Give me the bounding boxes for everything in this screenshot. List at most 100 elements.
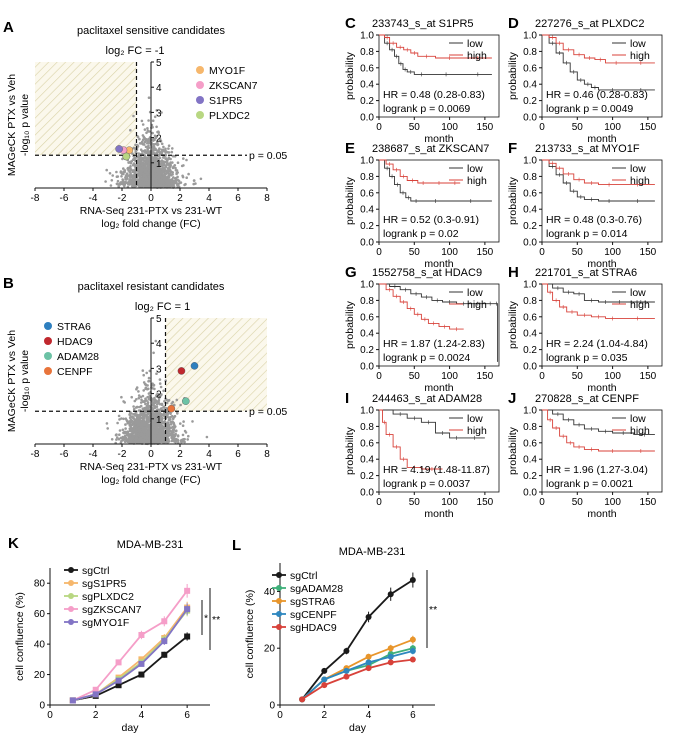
y-axis-label: MAGeCK PTX vs Veh [6, 74, 18, 176]
background-point [154, 179, 158, 182]
x-tick-label: -2 [118, 449, 127, 460]
background-point [169, 157, 172, 161]
background-point [131, 158, 135, 161]
background-point [142, 143, 146, 146]
background-point [132, 162, 136, 165]
background-point [145, 138, 148, 141]
threshold-label: log₂ FC = 1 [135, 301, 190, 313]
background-point [118, 183, 122, 186]
background-point [146, 413, 150, 416]
data-point [409, 577, 416, 584]
hr-text: HR = 0.48 (0.3-0.76) [546, 214, 642, 226]
background-point [135, 398, 138, 401]
background-point [137, 396, 141, 400]
background-point [158, 156, 162, 160]
data-point [92, 686, 99, 693]
panel-title: 244463_s_at ADAM28 [372, 393, 482, 405]
background-point [156, 140, 159, 144]
background-point [141, 414, 145, 417]
growth-line-sgMYO1F [72, 608, 188, 702]
significance-label: ** [429, 604, 437, 616]
growth-line-sgSTRA6 [301, 638, 414, 700]
background-point [179, 422, 182, 425]
logrank-text: logrank p = 0.0037 [383, 478, 470, 490]
background-point [153, 419, 156, 422]
background-point [109, 184, 113, 187]
background-point [137, 155, 140, 159]
panel-H: H 221701_s_at STRA6 0.0 0.2 0.4 0.6 0.8 1.0 0 50 1… [507, 264, 663, 394]
background-point [151, 423, 154, 426]
y-tick-label: 0.4 [360, 205, 374, 216]
background-point [152, 167, 155, 171]
y-tick-label: 0.8 [360, 422, 374, 433]
y-tick-label: 0.0 [523, 238, 537, 249]
background-point [115, 433, 118, 436]
y-tick-label: 3 [156, 364, 162, 375]
panel-K: K MDA-MB-231 0 20 40 60 80 0 2 4 6 day cell confluen… [8, 535, 220, 733]
x-tick-label: 150 [477, 247, 494, 258]
background-point [156, 166, 159, 170]
panel-title: 238687_s_at ZKSCAN7 [372, 143, 489, 155]
legend-label: low [630, 38, 646, 50]
background-point [155, 182, 158, 186]
background-point [152, 439, 156, 443]
legend-label: sgADAM28 [290, 583, 343, 595]
growth-line-sgCENPF [301, 650, 414, 700]
background-point [176, 175, 179, 179]
y-tick-label: 0.8 [523, 296, 537, 307]
x-axis-label: month [587, 508, 616, 520]
data-point [409, 648, 416, 655]
background-point [171, 420, 174, 423]
background-point [151, 139, 155, 142]
data-point [184, 606, 191, 613]
background-point [133, 420, 136, 423]
y-tick-label: 0.4 [523, 329, 537, 340]
hatched-region [35, 62, 137, 156]
x-axis-label: RNA-Seq 231-PTX vs 231-WT [80, 205, 223, 217]
y-tick-label: 0.2 [523, 96, 537, 107]
y-tick-label: 1.0 [360, 280, 374, 291]
y-tick-label: 1.0 [360, 156, 374, 167]
legend-label: sgCtrl [82, 565, 109, 577]
legend-label: low [467, 163, 483, 175]
background-point [158, 396, 161, 399]
legend-marker [276, 598, 282, 604]
background-point [145, 439, 148, 442]
y-axis-label: probability [344, 300, 356, 349]
legend-label: low [630, 413, 646, 425]
background-point [158, 382, 162, 385]
legend-marker [276, 572, 282, 578]
background-point [205, 435, 209, 439]
legend-marker [276, 624, 282, 630]
legend-marker [196, 81, 204, 89]
background-point [161, 413, 165, 417]
background-point [108, 172, 112, 175]
panel-letter: A [3, 19, 14, 36]
background-point [167, 147, 170, 150]
background-point [151, 177, 154, 180]
background-point [170, 170, 173, 174]
x-tick-label: 4 [206, 193, 212, 204]
y-tick-label: 2 [156, 390, 162, 401]
background-point [146, 173, 150, 176]
x-tick-label: 50 [409, 371, 421, 382]
highlight-point-adam28 [181, 397, 190, 405]
x-tick-label: -8 [31, 193, 40, 204]
legend-marker [196, 96, 204, 104]
background-point [139, 142, 143, 145]
x-axis-label-2: log₂ fold change (FC) [101, 474, 200, 486]
background-point [153, 426, 156, 430]
y-tick-label: 0.8 [360, 296, 374, 307]
background-point [176, 178, 179, 182]
background-point [140, 163, 144, 166]
x-tick-label: 100 [604, 122, 621, 133]
logrank-text: logrank p = 0.014 [546, 228, 628, 240]
background-point [164, 153, 168, 157]
data-point [365, 653, 372, 660]
background-point [166, 178, 169, 181]
significance-label: ** [212, 614, 220, 626]
x-tick-label: 150 [640, 371, 657, 382]
background-point [119, 171, 123, 174]
background-point [156, 424, 159, 427]
logrank-text: logrank p = 0.0021 [546, 478, 633, 490]
